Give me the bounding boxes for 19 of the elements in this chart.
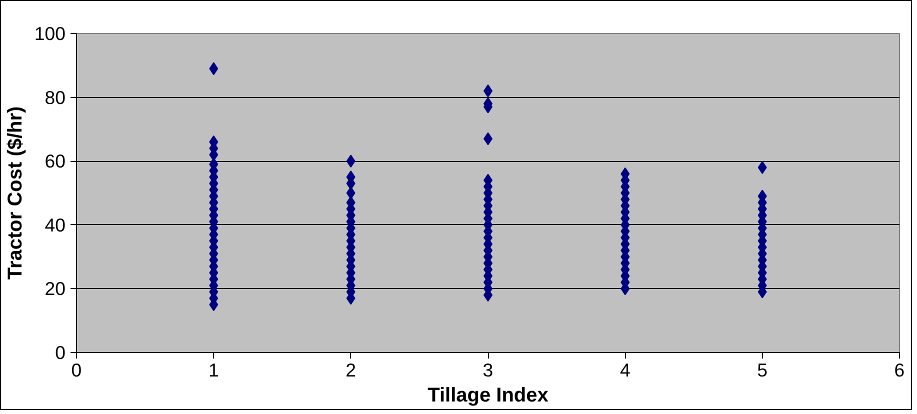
point bbox=[209, 62, 218, 76]
x-tick-label: 3 bbox=[482, 360, 494, 380]
x-tick-label: 5 bbox=[757, 360, 768, 380]
y-tick-label: 100 bbox=[34, 23, 66, 44]
x-axis-title: Tillage Index bbox=[428, 384, 548, 406]
y-tick-label: 80 bbox=[44, 86, 66, 108]
x-tick-label: 4 bbox=[620, 360, 630, 380]
y-tick-label: 0 bbox=[55, 342, 66, 363]
x-tick-label: 6 bbox=[894, 360, 905, 380]
point bbox=[346, 154, 356, 168]
y-axis-title: Tractor Cost ($/hr) bbox=[4, 106, 26, 280]
point bbox=[346, 186, 356, 200]
y-tick-label: 40 bbox=[44, 214, 66, 236]
x-tick-label: 0 bbox=[71, 360, 82, 380]
y-tick-label: 60 bbox=[44, 150, 66, 172]
y-tick-label: 20 bbox=[44, 278, 66, 300]
x-tick-label: 1 bbox=[208, 360, 219, 380]
x-tick-label: 2 bbox=[346, 360, 356, 380]
point bbox=[758, 160, 767, 174]
